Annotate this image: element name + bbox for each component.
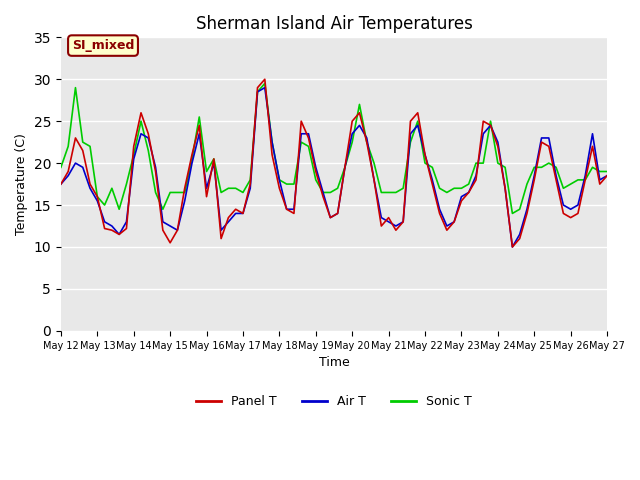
Text: SI_mixed: SI_mixed — [72, 39, 134, 52]
Y-axis label: Temperature (C): Temperature (C) — [15, 133, 28, 235]
X-axis label: Time: Time — [319, 356, 349, 369]
Title: Sherman Island Air Temperatures: Sherman Island Air Temperatures — [196, 15, 472, 33]
Legend: Panel T, Air T, Sonic T: Panel T, Air T, Sonic T — [191, 390, 477, 413]
